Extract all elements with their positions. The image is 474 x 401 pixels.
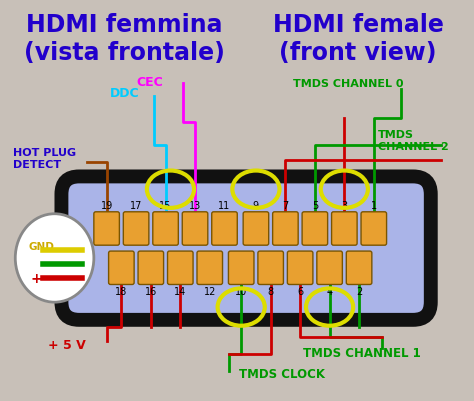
FancyBboxPatch shape [287,251,313,285]
FancyBboxPatch shape [153,212,178,245]
FancyBboxPatch shape [197,251,222,285]
Text: 17: 17 [130,200,142,210]
FancyBboxPatch shape [332,212,357,245]
Text: TMDS CHANNEL 1: TMDS CHANNEL 1 [303,346,421,359]
FancyBboxPatch shape [228,251,254,285]
Text: TMDS CHANNEL 0: TMDS CHANNEL 0 [293,79,404,89]
Text: + 5 V: + 5 V [48,338,85,351]
FancyBboxPatch shape [138,251,164,285]
Text: 10: 10 [235,287,247,297]
Text: TMDS
CHANNEL 2: TMDS CHANNEL 2 [378,130,448,152]
Text: 9: 9 [253,200,259,210]
FancyBboxPatch shape [361,212,387,245]
Text: 14: 14 [174,287,186,297]
Text: (vista frontale): (vista frontale) [24,41,225,65]
Text: 18: 18 [115,287,128,297]
Text: 15: 15 [159,200,172,210]
Text: 8: 8 [268,287,273,297]
Text: 2: 2 [356,287,362,297]
FancyBboxPatch shape [123,212,149,245]
Text: HDMI femmina: HDMI femmina [26,13,223,37]
Text: 1: 1 [371,200,377,210]
Text: HOT PLUG
DETECT: HOT PLUG DETECT [13,148,76,169]
FancyBboxPatch shape [109,251,134,285]
Text: 5: 5 [312,200,318,210]
FancyBboxPatch shape [212,212,237,245]
FancyBboxPatch shape [302,212,328,245]
FancyBboxPatch shape [62,177,431,320]
Text: 13: 13 [189,200,201,210]
Text: 7: 7 [283,200,289,210]
Text: 16: 16 [145,287,157,297]
FancyBboxPatch shape [182,212,208,245]
Text: DDC: DDC [109,87,139,100]
FancyBboxPatch shape [346,251,372,285]
FancyBboxPatch shape [167,251,193,285]
Ellipse shape [15,214,94,302]
Text: (front view): (front view) [279,41,437,65]
FancyBboxPatch shape [94,212,119,245]
Text: TMDS CLOCK: TMDS CLOCK [239,367,325,381]
Text: GND: GND [28,241,54,251]
FancyBboxPatch shape [258,251,283,285]
Text: 12: 12 [203,287,216,297]
FancyBboxPatch shape [317,251,342,285]
Text: HDMI female: HDMI female [273,13,444,37]
Text: CEC: CEC [136,75,163,89]
Text: +: + [30,271,42,285]
FancyBboxPatch shape [273,212,298,245]
Text: 3: 3 [341,200,347,210]
FancyBboxPatch shape [243,212,269,245]
Text: 4: 4 [327,287,333,297]
Text: 19: 19 [100,200,113,210]
Text: 11: 11 [219,200,231,210]
Text: 6: 6 [297,287,303,297]
